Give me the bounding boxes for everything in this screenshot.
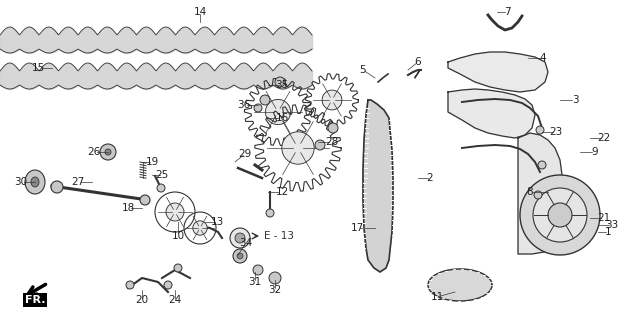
Text: 12: 12 [275,187,289,197]
Text: 8: 8 [527,187,534,197]
Polygon shape [518,133,562,254]
Circle shape [534,191,542,199]
Text: 35: 35 [275,80,289,90]
Circle shape [237,253,243,259]
Circle shape [260,95,270,105]
Text: 20: 20 [135,295,149,305]
Text: 19: 19 [146,157,159,167]
Circle shape [164,281,172,289]
Circle shape [282,132,314,164]
Circle shape [322,90,342,110]
Text: FR.: FR. [25,295,46,305]
Circle shape [538,161,546,169]
Polygon shape [428,269,492,301]
Text: 27: 27 [72,177,85,187]
Circle shape [536,126,544,134]
Circle shape [140,195,150,205]
Text: 6: 6 [415,57,422,67]
Text: 32: 32 [268,285,282,295]
Text: 28: 28 [325,137,339,147]
Text: 34: 34 [239,238,253,248]
Text: 21: 21 [598,213,611,223]
Circle shape [520,175,600,255]
Text: 36: 36 [237,100,251,110]
Text: 31: 31 [248,277,261,287]
Circle shape [269,272,281,284]
Text: 14: 14 [193,7,206,17]
Circle shape [548,203,572,227]
Text: 5: 5 [360,65,367,75]
Circle shape [254,104,262,112]
Circle shape [275,77,285,87]
Circle shape [105,149,111,155]
Ellipse shape [25,170,45,194]
Circle shape [235,233,245,243]
Text: 15: 15 [32,63,44,73]
Polygon shape [363,100,393,272]
Circle shape [51,181,63,193]
Text: 10: 10 [172,231,185,241]
Text: 30: 30 [15,177,28,187]
Text: 24: 24 [168,295,182,305]
Text: 17: 17 [351,223,363,233]
Ellipse shape [31,177,39,187]
Circle shape [233,249,247,263]
Text: 11: 11 [430,292,444,302]
Text: 18: 18 [122,203,135,213]
Text: 22: 22 [598,133,611,143]
Text: 1: 1 [605,227,611,237]
Text: 4: 4 [540,53,546,63]
Text: 33: 33 [605,220,618,230]
Text: 7: 7 [504,7,510,17]
Circle shape [328,123,338,133]
Text: 2: 2 [427,173,434,183]
Circle shape [266,209,274,217]
Text: 25: 25 [155,170,168,180]
Circle shape [315,140,325,150]
Text: 13: 13 [210,217,223,227]
Circle shape [265,100,291,124]
Polygon shape [448,52,548,92]
Text: 9: 9 [592,147,598,157]
Circle shape [100,144,116,160]
Circle shape [126,281,134,289]
Text: 29: 29 [239,149,252,159]
Circle shape [193,221,207,235]
Circle shape [253,265,263,275]
Circle shape [174,264,182,272]
Circle shape [157,184,165,192]
Text: 26: 26 [87,147,101,157]
Text: 3: 3 [572,95,579,105]
Text: 23: 23 [549,127,563,137]
Circle shape [533,188,587,242]
Text: E - 13: E - 13 [264,231,294,241]
Polygon shape [448,89,535,138]
Circle shape [166,203,184,221]
Circle shape [230,228,250,248]
Text: 16: 16 [275,113,289,123]
